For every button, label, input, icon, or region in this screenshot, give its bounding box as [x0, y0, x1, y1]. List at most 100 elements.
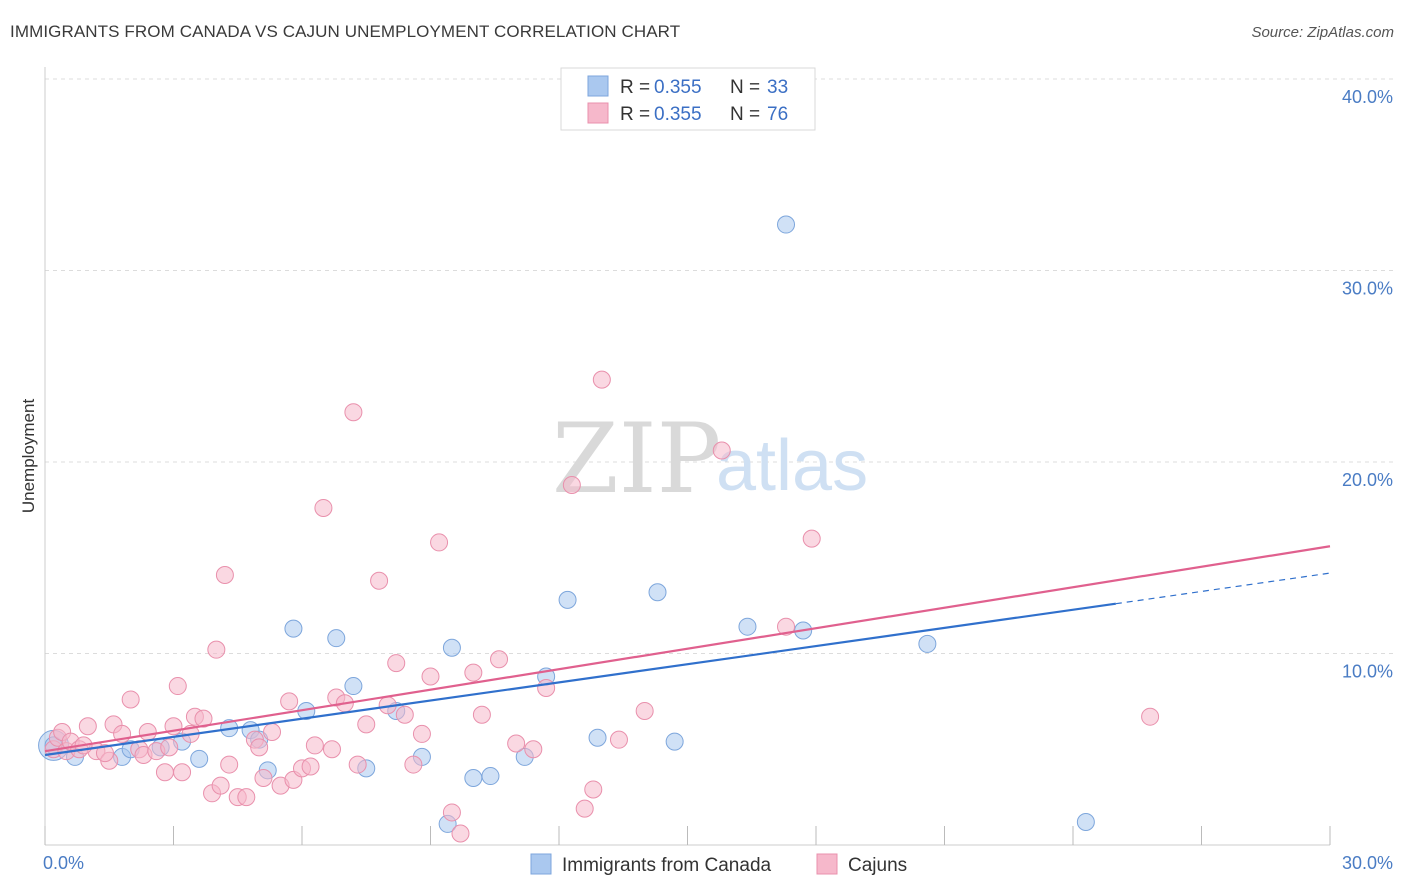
point-cajuns — [537, 678, 556, 697]
point-canada — [442, 638, 461, 657]
point-cajuns — [301, 757, 320, 776]
point-cajuns — [280, 692, 299, 711]
point-cajuns — [592, 370, 611, 389]
point-cajuns — [712, 441, 731, 460]
data-points — [38, 215, 1160, 843]
point-cajuns — [155, 763, 174, 782]
y-axis-title: Unemployment — [19, 399, 38, 514]
point-canada — [918, 634, 937, 653]
point-cajuns — [1141, 707, 1160, 726]
point-cajuns — [442, 803, 461, 822]
y-tick-label: 30.0% — [1342, 279, 1393, 299]
point-cajuns — [404, 755, 423, 774]
point-cajuns — [263, 723, 282, 742]
watermark-zip: ZIP — [552, 403, 721, 515]
point-cajuns — [507, 734, 526, 753]
point-cajuns — [95, 744, 114, 763]
axes — [44, 67, 1331, 846]
bottom-legend: Immigrants from Canada Cajuns — [530, 853, 907, 876]
y-tick-labels: 10.0% 20.0% 30.0% 40.0% — [1342, 87, 1393, 682]
point-cajuns — [173, 763, 192, 782]
y-tick-label: 10.0% — [1342, 662, 1393, 682]
legend-r-label: R = — [620, 77, 650, 98]
point-cajuns — [305, 736, 324, 755]
point-cajuns — [168, 677, 187, 696]
point-cajuns — [207, 640, 226, 659]
point-cajuns — [348, 755, 367, 774]
legend-r-value: 0.355 — [654, 77, 702, 98]
point-cajuns — [395, 705, 414, 724]
point-cajuns — [314, 498, 333, 517]
point-canada — [327, 629, 346, 648]
watermark-atlas: atlas — [716, 426, 868, 506]
point-canada — [1076, 813, 1095, 832]
x-tick-labels: 0.0% 30.0% — [43, 853, 1393, 873]
point-cajuns — [78, 717, 97, 736]
point-cajuns — [215, 565, 234, 584]
bottom-legend-label-canada: Immigrants from Canada — [562, 855, 772, 876]
top-legend: R = 0.355 N = 33 R = 0.355 N = 76 — [560, 67, 816, 131]
point-cajuns — [609, 730, 628, 749]
point-cajuns — [802, 529, 821, 548]
legend-r-value: 0.355 — [654, 104, 702, 125]
source-label: Source: ZipAtlas.com — [1251, 24, 1394, 41]
point-cajuns — [370, 571, 389, 590]
point-cajuns — [237, 788, 256, 807]
point-canada — [588, 728, 607, 747]
point-cajuns — [562, 475, 581, 494]
chart-title: IMMIGRANTS FROM CANADA VS CAJUN UNEMPLOY… — [10, 22, 681, 41]
legend-n-label: N = — [730, 77, 760, 98]
bottom-legend-swatch-canada — [530, 853, 552, 875]
bottom-legend-label-cajuns: Cajuns — [848, 855, 907, 876]
x-tick-label: 0.0% — [43, 853, 84, 873]
point-cajuns — [412, 724, 431, 743]
trend-line-canada-extension — [1115, 572, 1331, 605]
point-cajuns — [322, 740, 341, 759]
point-canada — [648, 583, 667, 602]
y-tick-label: 20.0% — [1342, 470, 1393, 490]
y-tick-label: 40.0% — [1342, 87, 1393, 107]
point-cajuns — [220, 755, 239, 774]
trend-line-canada — [44, 602, 1116, 757]
point-cajuns — [451, 824, 470, 843]
trend-lines — [44, 545, 1331, 757]
point-cajuns — [121, 690, 140, 709]
point-canada — [558, 590, 577, 609]
point-canada — [738, 617, 757, 636]
point-cajuns — [472, 705, 491, 724]
point-cajuns — [254, 768, 273, 787]
point-canada — [464, 768, 483, 787]
point-cajuns — [575, 799, 594, 818]
legend-n-value: 33 — [767, 77, 788, 98]
point-cajuns — [250, 738, 269, 757]
point-canada — [190, 749, 209, 768]
point-cajuns — [777, 617, 796, 636]
point-cajuns — [421, 667, 440, 686]
x-tick-label: 30.0% — [1342, 853, 1393, 873]
point-cajuns — [194, 709, 213, 728]
point-canada — [665, 732, 684, 751]
point-cajuns — [211, 776, 230, 795]
point-cajuns — [524, 740, 543, 759]
point-canada — [481, 767, 500, 786]
point-cajuns — [160, 738, 179, 757]
point-cajuns — [584, 780, 603, 799]
trend-line-cajuns — [44, 545, 1331, 753]
legend-swatch-canada — [587, 75, 609, 97]
point-cajuns — [138, 723, 157, 742]
point-cajuns — [635, 701, 654, 720]
legend-r-label: R = — [620, 104, 650, 125]
legend-n-label: N = — [730, 104, 760, 125]
point-cajuns — [490, 650, 509, 669]
point-cajuns — [387, 654, 406, 673]
point-cajuns — [357, 715, 376, 734]
legend-swatch-cajuns — [587, 102, 609, 124]
point-canada — [777, 215, 796, 234]
bottom-legend-swatch-cajuns — [816, 853, 838, 875]
point-canada — [284, 619, 303, 638]
point-canada — [344, 677, 363, 696]
point-cajuns — [430, 533, 449, 552]
legend-n-value: 76 — [767, 104, 788, 125]
point-cajuns — [464, 663, 483, 682]
